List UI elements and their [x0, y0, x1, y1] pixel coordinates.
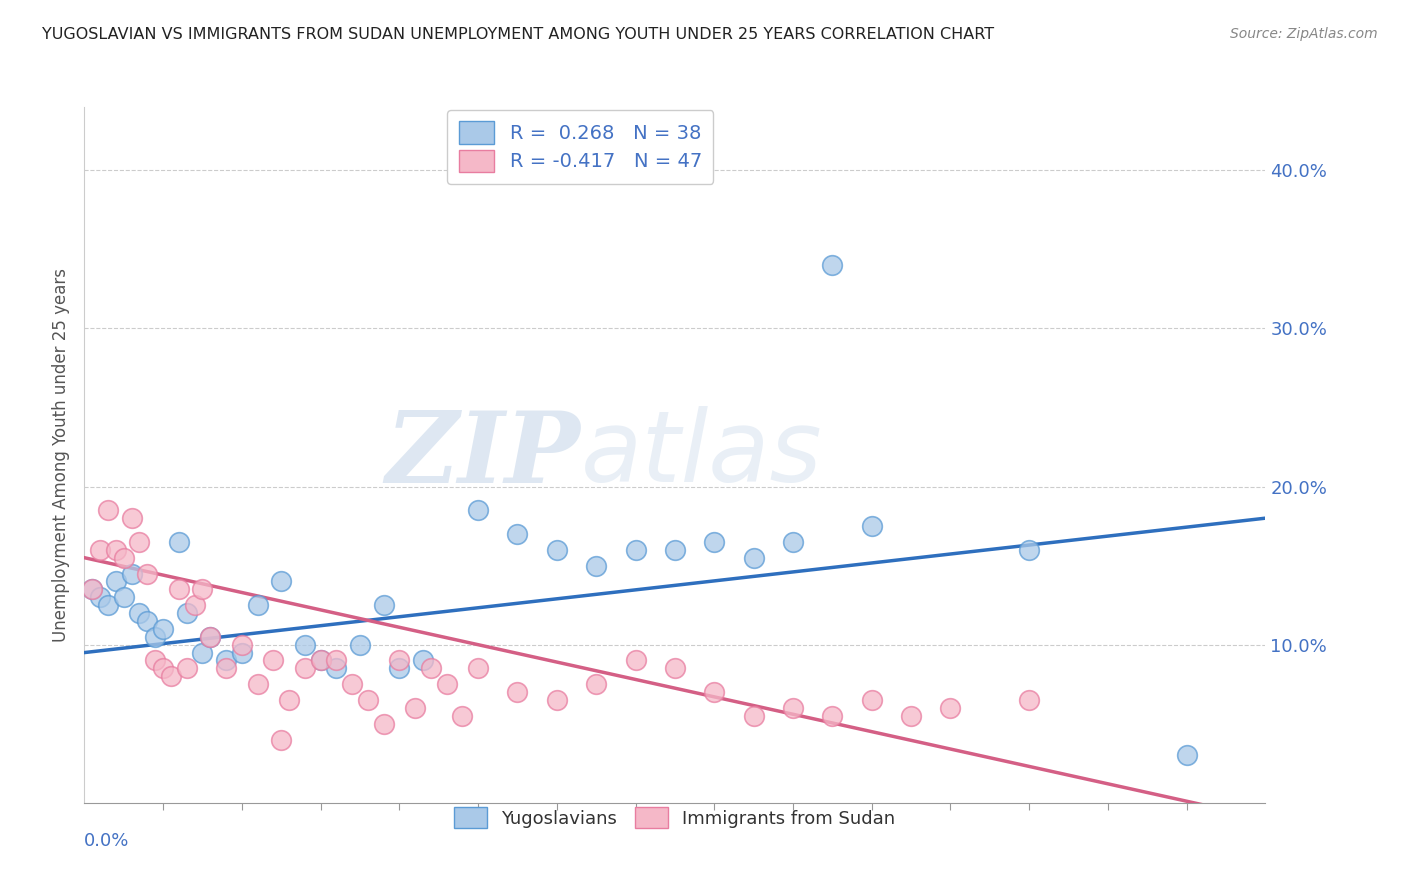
Point [325, 661, 347, 675]
Point [436, 677, 458, 691]
Legend: Yugoslavians, Immigrants from Sudan: Yugoslavians, Immigrants from Sudan [447, 800, 903, 836]
Point [585, 677, 607, 691]
Point [246, 598, 269, 612]
Point [860, 519, 883, 533]
Point [121, 566, 143, 581]
Point [152, 661, 174, 675]
Point [585, 558, 607, 573]
Text: 0.0%: 0.0% [84, 832, 129, 850]
Y-axis label: Unemployment Among Youth under 25 years: Unemployment Among Youth under 25 years [52, 268, 70, 642]
Text: atlas: atlas [581, 407, 823, 503]
Point [1018, 542, 1040, 557]
Point [357, 693, 380, 707]
Point [703, 685, 725, 699]
Point [388, 653, 411, 667]
Point [624, 542, 647, 557]
Point [278, 693, 301, 707]
Point [143, 653, 166, 667]
Point [112, 591, 135, 605]
Point [506, 685, 529, 699]
Text: Source: ZipAtlas.com: Source: ZipAtlas.com [1230, 27, 1378, 41]
Point [451, 708, 474, 723]
Text: YUGOSLAVIAN VS IMMIGRANTS FROM SUDAN UNEMPLOYMENT AMONG YOUTH UNDER 25 YEARS COR: YUGOSLAVIAN VS IMMIGRANTS FROM SUDAN UNE… [42, 27, 994, 42]
Point [167, 534, 190, 549]
Point [82, 582, 104, 597]
Point [373, 598, 395, 612]
Point [1018, 693, 1040, 707]
Point [112, 550, 135, 565]
Point [231, 638, 253, 652]
Point [200, 630, 222, 644]
Point [467, 661, 489, 675]
Point [97, 598, 120, 612]
Point [821, 708, 844, 723]
Point [191, 582, 214, 597]
Point [412, 653, 434, 667]
Text: ZIP: ZIP [385, 407, 581, 503]
Point [506, 527, 529, 541]
Point [309, 653, 332, 667]
Point [215, 661, 238, 675]
Point [200, 630, 222, 644]
Point [104, 574, 127, 589]
Point [262, 653, 284, 667]
Point [160, 669, 183, 683]
Point [167, 582, 190, 597]
Point [89, 591, 111, 605]
Point [860, 693, 883, 707]
Point [136, 614, 159, 628]
Point [215, 653, 238, 667]
Point [546, 693, 568, 707]
Point [782, 701, 804, 715]
Point [900, 708, 922, 723]
Point [294, 638, 316, 652]
Point [104, 542, 127, 557]
Point [821, 258, 844, 272]
Point [270, 732, 292, 747]
Point [546, 542, 568, 557]
Point [703, 534, 725, 549]
Point [121, 511, 143, 525]
Point [1175, 748, 1198, 763]
Point [89, 542, 111, 557]
Point [152, 622, 174, 636]
Point [404, 701, 426, 715]
Point [143, 630, 166, 644]
Point [742, 550, 765, 565]
Point [309, 653, 332, 667]
Point [246, 677, 269, 691]
Point [136, 566, 159, 581]
Point [939, 701, 962, 715]
Point [191, 646, 214, 660]
Point [664, 661, 686, 675]
Point [97, 503, 120, 517]
Point [128, 606, 150, 620]
Point [373, 716, 395, 731]
Point [294, 661, 316, 675]
Point [183, 598, 205, 612]
Point [128, 534, 150, 549]
Point [340, 677, 363, 691]
Point [388, 661, 411, 675]
Point [270, 574, 292, 589]
Point [467, 503, 489, 517]
Point [624, 653, 647, 667]
Point [782, 534, 804, 549]
Point [176, 606, 198, 620]
Point [664, 542, 686, 557]
Point [349, 638, 371, 652]
Point [82, 582, 104, 597]
Point [742, 708, 765, 723]
Point [419, 661, 441, 675]
Point [325, 653, 347, 667]
Point [176, 661, 198, 675]
Point [231, 646, 253, 660]
